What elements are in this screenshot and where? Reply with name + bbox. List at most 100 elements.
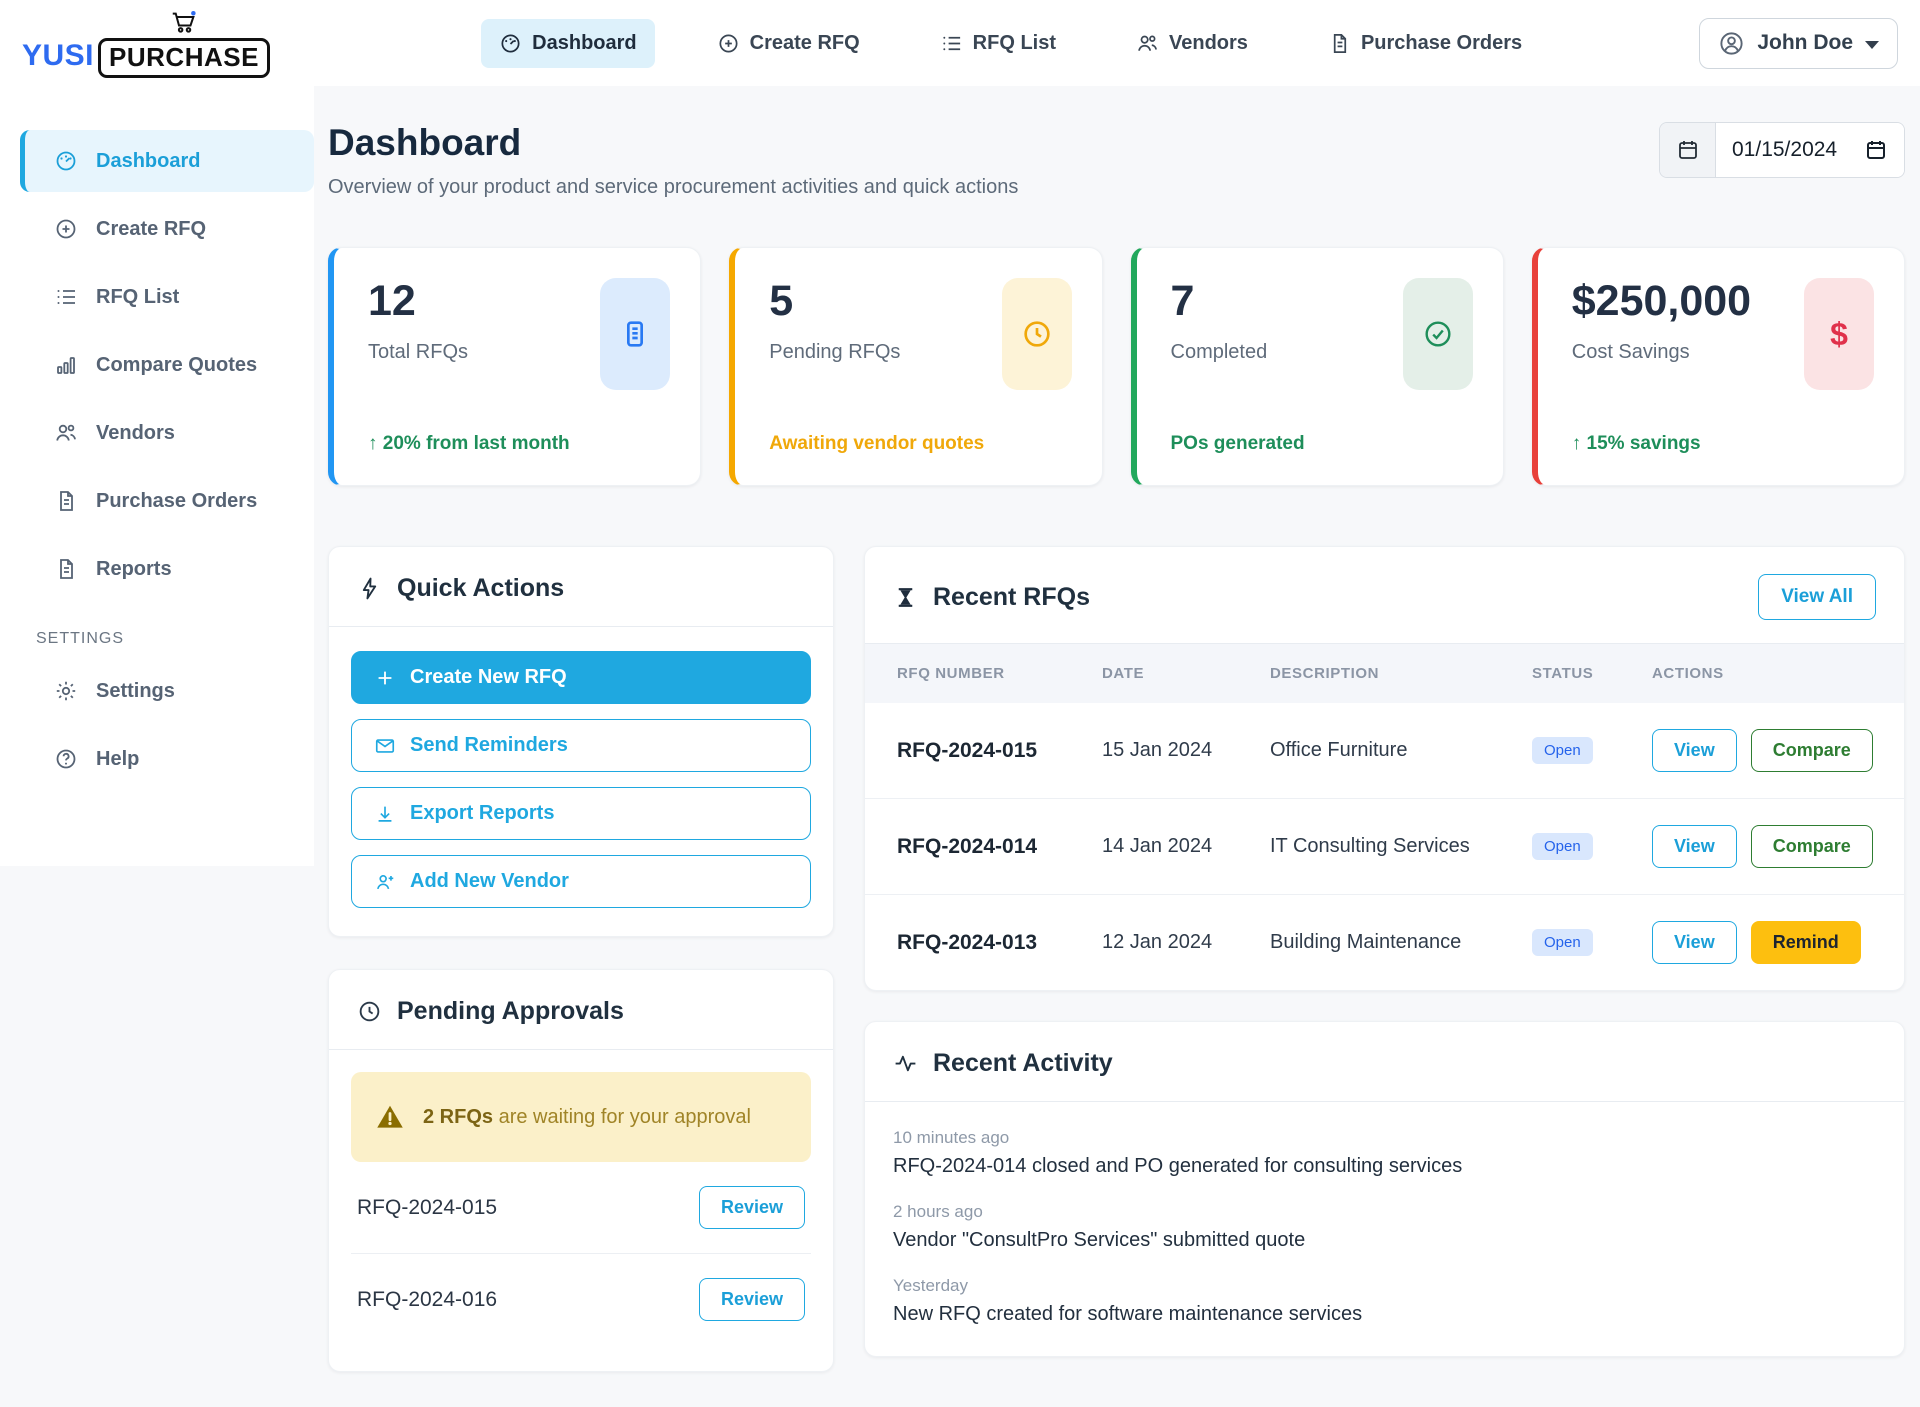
- sidebar-item-compare-quotes[interactable]: Compare Quotes: [20, 334, 314, 396]
- sidebar-item-settings[interactable]: Settings: [20, 660, 314, 722]
- sidebar-item-label: Create RFQ: [96, 218, 206, 241]
- topnav-item-create-rfq[interactable]: Create RFQ: [699, 19, 878, 68]
- column-header: DATE: [1102, 665, 1270, 682]
- clock-icon: [1021, 318, 1053, 350]
- chevron-down-icon: [1865, 41, 1879, 49]
- activity-item: Yesterday New RFQ created for software m…: [893, 1276, 1876, 1326]
- rfq-number: RFQ-2024-013: [897, 931, 1102, 955]
- alert-count: 2 RFQs: [423, 1106, 493, 1128]
- users-icon: [1136, 32, 1159, 55]
- sidebar-item-label: RFQ List: [96, 286, 179, 309]
- date-picker: 01/15/2024: [1659, 122, 1905, 178]
- stat-value: $250,000: [1572, 278, 1751, 325]
- stat-value: 7: [1171, 278, 1268, 325]
- rfq-date: 12 Jan 2024: [1102, 931, 1270, 954]
- status-badge: Open: [1532, 929, 1593, 956]
- recent-activity-title-row: Recent Activity: [893, 1049, 1876, 1078]
- compare-button[interactable]: Compare: [1751, 825, 1873, 868]
- view-all-button[interactable]: View All: [1758, 574, 1876, 620]
- sidebar-item-dashboard[interactable]: Dashboard: [20, 130, 314, 192]
- panel-title-text: Quick Actions: [397, 574, 564, 603]
- check-circle-icon: [1422, 318, 1454, 350]
- sidebar-item-purchase-orders[interactable]: Purchase Orders: [20, 470, 314, 532]
- approval-row: RFQ-2024-016 Review: [351, 1253, 811, 1345]
- column-header: RFQ NUMBER: [897, 665, 1102, 682]
- brand-logo: YUSI PURCHASE: [22, 8, 322, 78]
- stat-footer: Awaiting vendor quotes: [769, 409, 1071, 455]
- rfq-description: IT Consulting Services: [1270, 835, 1532, 858]
- alert-text: 2 RFQs are waiting for your approval: [423, 1106, 751, 1129]
- rfq-date: 15 Jan 2024: [1102, 739, 1270, 762]
- stat-label: Cost Savings: [1572, 341, 1751, 364]
- stat-iconbox: $: [1804, 278, 1874, 390]
- activity-text: New RFQ created for software maintenance…: [893, 1303, 1876, 1326]
- user-menu[interactable]: John Doe: [1699, 18, 1898, 69]
- stat-label: Pending RFQs: [769, 341, 900, 364]
- stat-value: 12: [368, 278, 468, 325]
- panel-title-text: Pending Approvals: [397, 997, 624, 1026]
- sidebar: Dashboard Create RFQ RFQ List Compare Qu…: [0, 86, 314, 866]
- review-button[interactable]: Review: [699, 1278, 805, 1321]
- review-button[interactable]: Review: [699, 1186, 805, 1229]
- sidebar-item-help[interactable]: Help: [20, 728, 314, 790]
- page-subtitle: Overview of your product and service pro…: [328, 176, 1018, 199]
- topnav-item-dashboard[interactable]: Dashboard: [481, 19, 654, 68]
- bar-chart-icon: [54, 353, 78, 377]
- file-text-icon: [54, 489, 78, 513]
- topnav-item-rfq-list[interactable]: RFQ List: [922, 19, 1074, 68]
- stat-card-cost-savings: $250,000 Cost Savings $ ↑ 15% savings: [1532, 247, 1905, 486]
- send-reminders-button[interactable]: Send Reminders: [351, 719, 811, 772]
- sidebar-item-create-rfq[interactable]: Create RFQ: [20, 198, 314, 260]
- topnav-item-purchase-orders[interactable]: Purchase Orders: [1310, 19, 1540, 68]
- sidebar-item-reports[interactable]: Reports: [20, 538, 314, 600]
- recent-rfqs-title-row: Recent RFQs: [893, 583, 1743, 612]
- users-icon: [54, 421, 78, 445]
- calendar-icon: [1864, 138, 1888, 162]
- stat-footer: ↑ 20% from last month: [368, 409, 670, 455]
- recent-activity-panel: Recent Activity 10 minutes ago RFQ-2024-…: [864, 1021, 1905, 1357]
- avatar-icon: [1718, 30, 1745, 57]
- approval-row: RFQ-2024-015 Review: [351, 1162, 811, 1253]
- download-icon: [374, 803, 396, 825]
- top-bar: YUSI PURCHASE Dashboard Create RFQ RFQ L…: [0, 0, 1920, 86]
- view-button[interactable]: View: [1652, 729, 1737, 772]
- export-reports-button[interactable]: Export Reports: [351, 787, 811, 840]
- compare-button[interactable]: Compare: [1751, 729, 1873, 772]
- calendar-icon: [1676, 138, 1700, 162]
- topnav-item-vendors[interactable]: Vendors: [1118, 19, 1266, 68]
- plus-circle-icon: [717, 32, 740, 55]
- topnav-label: Create RFQ: [750, 32, 860, 55]
- create-new-rfq-button[interactable]: Create New RFQ: [351, 651, 811, 704]
- rfq-number: RFQ-2024-014: [897, 835, 1102, 859]
- add-new-vendor-button[interactable]: Add New Vendor: [351, 855, 811, 908]
- calendar-button[interactable]: [1660, 123, 1716, 177]
- sidebar-item-label: Compare Quotes: [96, 354, 257, 377]
- main-content: Dashboard Overview of your product and s…: [314, 86, 1920, 1372]
- hourglass-icon: [893, 585, 918, 610]
- view-button[interactable]: View: [1652, 921, 1737, 964]
- activity-time: 10 minutes ago: [893, 1128, 1876, 1148]
- clock-icon: [357, 999, 382, 1024]
- view-button[interactable]: View: [1652, 825, 1737, 868]
- sidebar-item-rfq-list[interactable]: RFQ List: [20, 266, 314, 328]
- sidebar-item-label: Help: [96, 748, 139, 771]
- status-badge: Open: [1532, 737, 1593, 764]
- stat-iconbox: [1002, 278, 1072, 390]
- column-header: ACTIONS: [1652, 665, 1904, 682]
- quick-actions-panel: Quick Actions Create New RFQ Send Remind…: [328, 546, 834, 937]
- sidebar-item-vendors[interactable]: Vendors: [20, 402, 314, 464]
- activity-time: Yesterday: [893, 1276, 1876, 1296]
- sidebar-item-label: Purchase Orders: [96, 490, 257, 513]
- sidebar-item-label: Reports: [96, 558, 172, 581]
- file-text-icon: [54, 557, 78, 581]
- stats-row: 12 Total RFQs ↑ 20% from last month 5 Pe…: [328, 247, 1905, 486]
- activity-text: Vendor "ConsultPro Services" submitted q…: [893, 1229, 1876, 1252]
- dollar-icon: $: [1830, 316, 1848, 353]
- topnav-label: Dashboard: [532, 32, 636, 55]
- activity-pulse-icon: [893, 1051, 918, 1076]
- date-input[interactable]: 01/15/2024: [1716, 123, 1904, 177]
- column-header: STATUS: [1532, 665, 1652, 682]
- remind-button[interactable]: Remind: [1751, 921, 1861, 964]
- table-row: RFQ-2024-015 15 Jan 2024 Office Furnitur…: [865, 703, 1904, 799]
- activity-item: 10 minutes ago RFQ-2024-014 closed and P…: [893, 1128, 1876, 1178]
